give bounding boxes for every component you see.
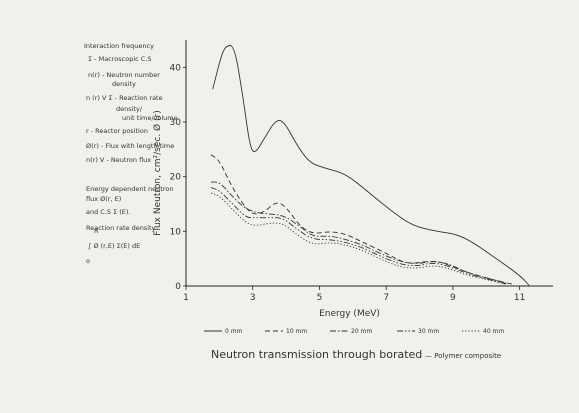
y-axis-title: Flux Neutron, cm²/sec. Ø (r) [152,110,163,235]
note-line: o [86,257,90,265]
x-axis-title: Energy (MeV) [319,309,380,319]
legend-label: 0 mm [225,328,243,335]
note-line: unit time/volume [122,114,178,122]
y-tick-label: 0 [175,282,181,292]
series-line-20mm [211,181,507,284]
legend-label: 20 mm [351,328,372,335]
note-line: Ʃ - Macroscopic C.S [88,55,152,63]
note-line: R [94,227,99,235]
note-line: Reaction rate density [86,224,156,232]
note-line: density [112,80,136,88]
x-tick-label: 9 [450,293,456,303]
figure-caption-sub: — Polymer composite [425,352,501,360]
series-line-0mm [212,45,531,287]
series-line-40mm [210,192,507,285]
note-line: ∫ Ø (r,E) Ʃ(E) dE [88,242,141,250]
note-line: r - Reactor position [86,127,148,135]
series-line-10mm [210,154,514,285]
x-tick-label: 3 [250,293,256,303]
y-tick-label: 20 [170,173,182,183]
note-line: Energy dependent neutron [86,185,174,193]
note-line: Interaction frequency [84,42,154,50]
figure-caption: Neutron transmission through borated [211,348,422,361]
x-tick-label: 5 [317,293,323,303]
y-tick-label: 30 [170,118,182,128]
legend-label: 40 mm [483,328,504,335]
legend-label: 10 mm [286,328,307,335]
series-line-30mm [210,187,507,285]
note-line: n(r) V - Neutron flux [86,156,152,164]
x-tick-label: 11 [514,293,525,303]
note-line: flux Ø(r, E) [86,195,122,203]
note-line: Ø(r) - Flux with length time [86,142,175,150]
note-line: n(r) - Neutron number [88,71,160,79]
y-tick-label: 10 [170,227,182,237]
y-tick-label: 40 [170,63,182,73]
note-line: density/ [116,105,143,113]
x-tick-label: 7 [383,293,389,303]
note-line: n (r) V Ʃ - Reaction rate [86,94,163,102]
legend-label: 30 mm [418,328,439,335]
x-tick-label: 1 [183,293,189,303]
note-line: and C.S Ʃ (E). [86,208,131,216]
